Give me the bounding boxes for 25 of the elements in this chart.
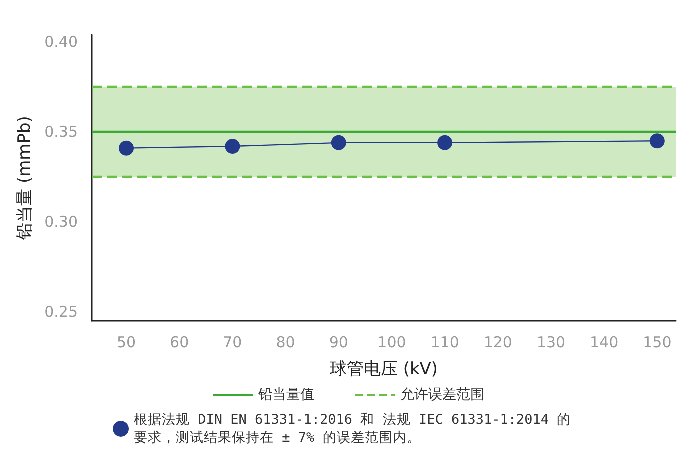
legend-label: 铅当量值 <box>258 387 314 403</box>
legend-label: 根据法规 DIN EN 61331-1:2016 和 法规 IEC 61331-1:2014 的要求，测试结果保持在 ± 7% 的误差范围内。 <box>134 412 572 446</box>
x-tick-label: 90 <box>329 334 348 352</box>
y-tick-label: 0.40 <box>44 33 78 52</box>
point <box>331 135 346 150</box>
x-tick-label: 100 <box>378 334 406 352</box>
x-tick-label: 110 <box>430 334 460 352</box>
x-tick-label: 50 <box>116 334 136 352</box>
x-tick-label: 60 <box>170 334 190 352</box>
point <box>438 135 453 150</box>
y-tick-label: 0.35 <box>44 123 78 142</box>
y-tick-label: 0.30 <box>44 213 78 232</box>
y-tick-label: 0.25 <box>44 303 78 322</box>
point <box>119 140 134 156</box>
x-axis-title: 球管电压 (kV) <box>330 360 438 380</box>
x-tick-label: 80 <box>276 334 296 352</box>
point <box>225 139 240 154</box>
x-tick-label: 70 <box>223 334 242 352</box>
x-tick-label: 120 <box>484 334 512 352</box>
x-tick-label: 140 <box>590 334 619 352</box>
x-tick-label: 150 <box>643 334 672 352</box>
point <box>650 134 665 149</box>
x-tick-label: 130 <box>536 334 566 352</box>
y-axis-title: 铅当量 (mmPb) <box>15 116 36 241</box>
legend-label: 允许误差范围 <box>400 387 484 403</box>
